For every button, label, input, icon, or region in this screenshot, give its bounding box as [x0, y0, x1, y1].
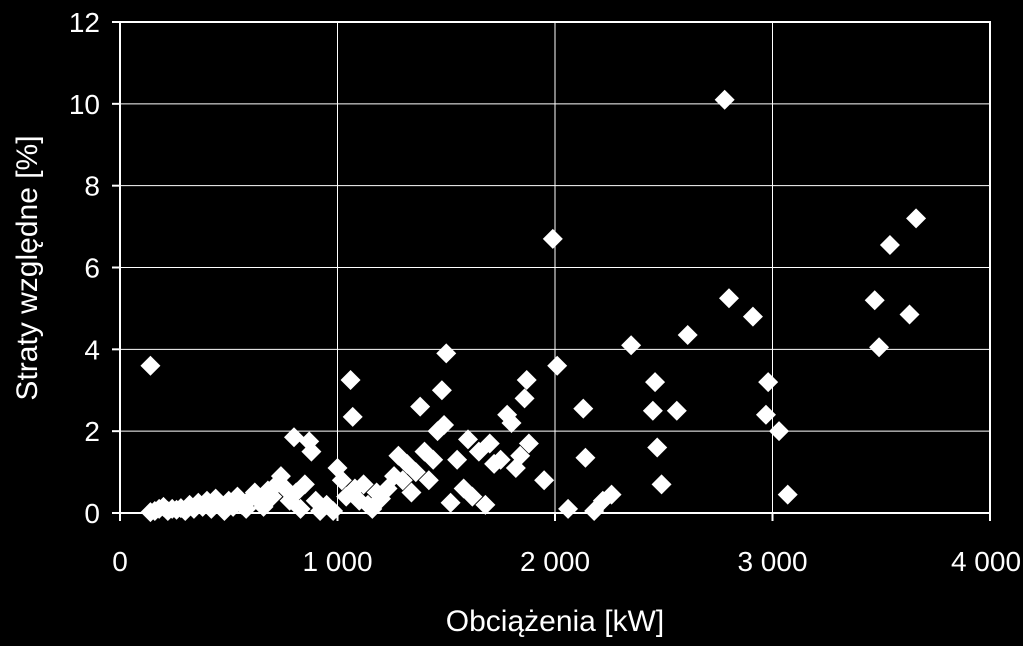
- y-tick-label: 12: [69, 7, 100, 38]
- data-point-diamond: [777, 484, 798, 505]
- y-tick-label: 8: [84, 171, 100, 202]
- data-point-diamond: [575, 447, 596, 468]
- x-tick-labels: 0 1 000 2 000 3 000 4 000: [112, 546, 1021, 577]
- data-point-diamond: [601, 484, 622, 505]
- data-point-diamond: [340, 370, 361, 391]
- data-point-diamond: [401, 482, 422, 503]
- data-point-diamond: [462, 486, 483, 507]
- data-point-diamond: [906, 208, 927, 229]
- data-point-diamond: [490, 449, 511, 470]
- data-point-diamond: [418, 470, 439, 491]
- data-point-diamond: [447, 449, 468, 470]
- data-point-diamond: [323, 500, 344, 521]
- data-point-diamond: [501, 412, 522, 433]
- y-tick-label: 10: [69, 89, 100, 120]
- data-point-diamond: [651, 474, 672, 495]
- data-point-diamond: [518, 433, 539, 454]
- data-point-diamond: [647, 437, 668, 458]
- data-point-diamond: [342, 406, 363, 427]
- y-tick-label: 6: [84, 253, 100, 284]
- data-point-diamond: [769, 421, 790, 442]
- data-point-diamond: [458, 429, 478, 450]
- data-point-diamond: [516, 370, 537, 391]
- data-point-diamond: [284, 427, 304, 448]
- data-point-diamond: [899, 304, 920, 325]
- data-point-diamond: [140, 355, 161, 376]
- data-point-diamond: [869, 337, 890, 358]
- data-point-diamond: [534, 470, 555, 491]
- data-point-diamond: [497, 404, 518, 425]
- y-tick-label: 4: [84, 334, 100, 365]
- data-point-diamond: [864, 290, 885, 311]
- data-point-diamond: [434, 415, 455, 436]
- x-tick-label: 3 000: [737, 546, 807, 577]
- data-point-diamond: [558, 498, 579, 519]
- x-tick-label: 0: [112, 546, 128, 577]
- data-point-diamond: [714, 89, 735, 110]
- data-point-diamond: [642, 400, 663, 421]
- data-point-diamond: [677, 325, 698, 346]
- grid-lines: [112, 21, 991, 521]
- data-point-diamond: [666, 400, 687, 421]
- data-point-diamond: [645, 372, 666, 393]
- data-point-diamond: [392, 470, 413, 491]
- data-point-diamond: [475, 494, 496, 515]
- y-tick-label: 2: [84, 416, 100, 447]
- data-point-diamond: [301, 441, 322, 462]
- data-point-diamond: [290, 498, 311, 519]
- data-point-diamond: [719, 288, 739, 309]
- data-point-diamond: [479, 433, 500, 454]
- data-point-diamond: [542, 228, 563, 249]
- data-point-diamond: [879, 234, 900, 255]
- plot-area-frame: [119, 21, 991, 514]
- x-tick-label: 2 000: [520, 546, 590, 577]
- data-point-diamond: [331, 470, 352, 491]
- y-tick-label: 0: [84, 498, 100, 529]
- y-tick-labels: 0 2 4 6 8 10 12: [69, 7, 100, 529]
- x-tick-label: 1 000: [302, 546, 372, 577]
- data-point-diamond: [431, 380, 452, 401]
- x-axis-title: Obciążenia [kW]: [446, 605, 664, 638]
- data-point-diamond: [294, 474, 315, 495]
- data-point-diamond: [755, 404, 776, 425]
- data-point-diamond: [405, 462, 426, 483]
- data-point-diamond: [742, 306, 763, 327]
- data-point-diamond: [440, 492, 461, 513]
- data-point-diamond: [423, 449, 444, 470]
- data-point-diamond: [547, 355, 568, 376]
- data-point-diamond: [621, 335, 642, 356]
- x-tick-label: 4 000: [951, 546, 1021, 577]
- data-point-diamond: [514, 388, 535, 409]
- data-point-diamond: [758, 372, 779, 393]
- data-point-diamond: [436, 343, 457, 364]
- y-axis-title: Straty względne [%]: [11, 135, 44, 400]
- data-points: [140, 89, 927, 523]
- data-point-diamond: [353, 474, 374, 495]
- data-point-diamond: [410, 396, 431, 417]
- data-point-diamond: [510, 445, 531, 466]
- data-point-diamond: [573, 398, 594, 419]
